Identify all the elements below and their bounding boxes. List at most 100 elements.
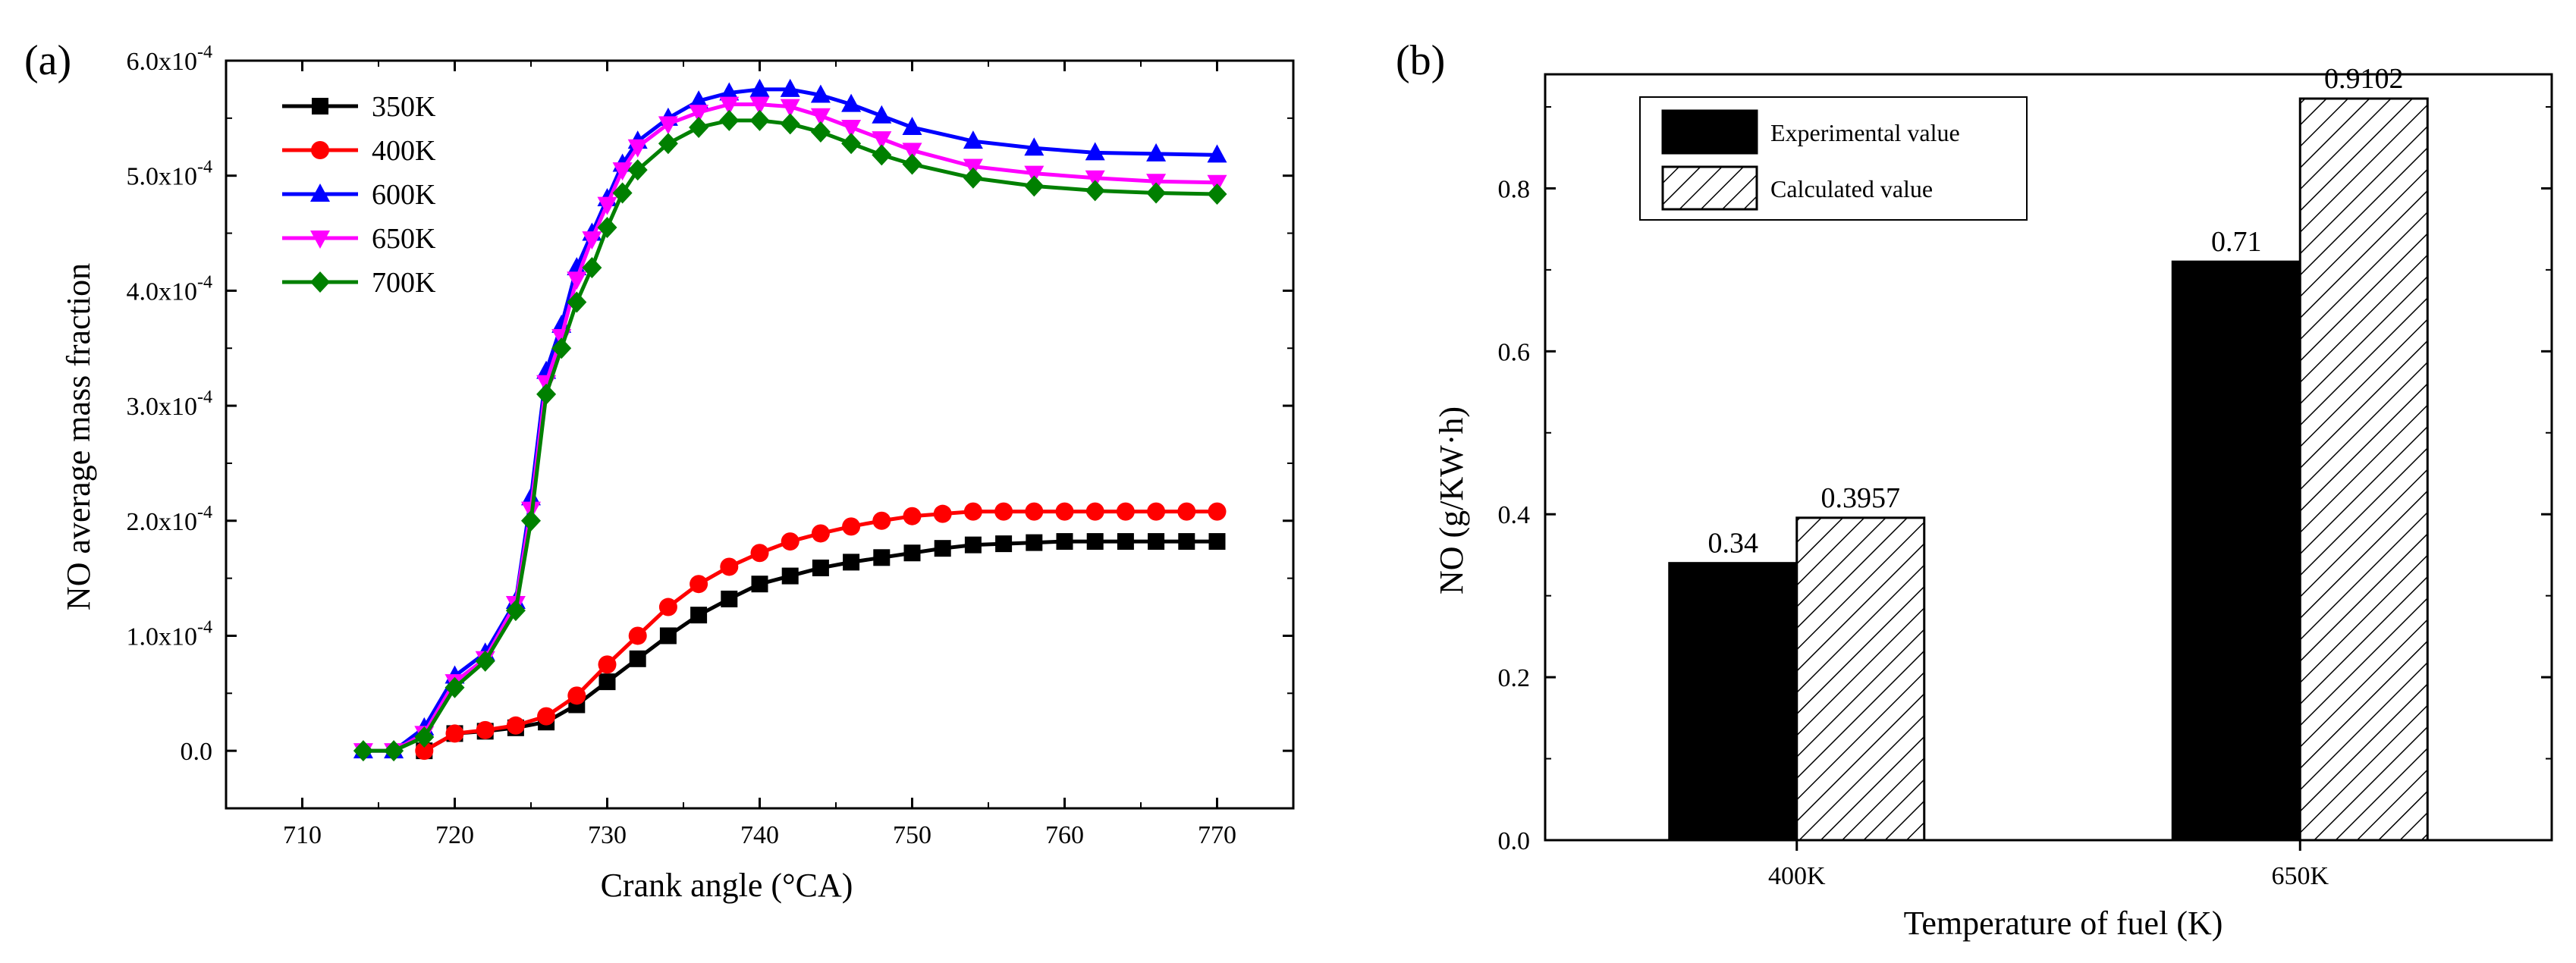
legend-item: Calculated value [1661,165,1933,211]
series-400K [415,502,1227,761]
data-point [1146,182,1167,204]
data-point [1147,502,1166,521]
data-point [1177,502,1196,521]
legend-label: Calculated value [1770,175,1933,202]
bars-group: 0.34 0.3957 0.71 0.9102 [1668,63,2429,842]
data-point [780,99,800,118]
data-point [505,600,526,622]
data-point [1117,533,1134,551]
data-point [903,544,921,562]
legend-label: Experimental value [1770,119,1960,146]
bar-value-label: 0.3957 [1821,482,1901,514]
data-point [1208,502,1227,521]
data-point [749,96,770,115]
bar [2298,97,2429,842]
data-point [841,119,862,138]
data-point [627,139,648,158]
bar [1668,562,1798,842]
y-tick-label: 4.0x10-4 [127,272,213,306]
data-point [414,726,435,748]
legend-swatch-marker [310,184,330,202]
data-point [872,144,892,166]
data-point [780,78,800,97]
data-point [810,121,831,143]
data-point [506,716,525,735]
bar-chart-panel: (b) 0.00.20.40.60.8 400K 650K 0.340.39570… [1396,37,2553,942]
x-tick-label: 760 [1045,821,1084,849]
y-tick-label: 1.0x10-4 [127,617,213,651]
data-point [719,109,740,131]
y-axis-ticks: 0.0 1.0x10-4 2.0x10-4 3.0x10-4 4.0x10-4 5.0x1… [127,42,1293,766]
data-point [1056,533,1073,551]
x-tick-label: 400K [1768,862,1826,890]
data-point [1178,533,1195,551]
plot-frame [1544,73,2553,842]
data-point [934,540,951,557]
data-point [842,517,861,536]
data-point [812,559,829,576]
bar [1795,516,1926,842]
data-point [1055,502,1074,521]
y-tick-label: 0.8 [1498,175,1531,203]
data-point [1085,180,1105,202]
y-axis-title: NO (g/KW·h) [1433,406,1470,594]
series-700K [353,109,1227,762]
data-point [353,740,373,762]
data-point [902,153,922,175]
legend-item: 400K [282,135,436,167]
data-point [781,567,799,585]
data-point [843,554,860,571]
data-point [720,557,739,576]
data-point [1116,502,1135,521]
data-point [598,673,616,691]
data-point [1024,175,1045,197]
y-tick-label: 5.0x10-4 [127,158,213,191]
data-point [963,502,982,521]
data-point [567,686,586,705]
panel-label-a: (a) [24,37,71,84]
data-point [781,532,800,551]
y-tick-label: 0.2 [1498,664,1531,692]
x-tick-label: 720 [435,821,474,849]
data-point [567,291,587,313]
y-tick-label: 0.4 [1498,501,1531,529]
legend-item: 650K [282,223,436,255]
data-point [612,162,633,181]
series-line [363,118,1217,753]
series-group [353,78,1227,762]
y-tick-label: 3.0x10-4 [127,387,213,421]
legend-label: 700K [372,267,436,299]
x-tick-label: 710 [283,821,322,849]
data-point [1148,533,1165,551]
legend-label: 600K [372,179,436,211]
data-point [551,337,572,359]
x-tick-label: 730 [588,821,627,849]
data-point [719,96,740,115]
data-point [536,383,557,405]
legend-item: Experimental value [1661,109,1960,155]
data-point [476,720,495,739]
data-point [1146,143,1167,162]
data-point [780,113,800,135]
x-axis-title: Crank angle (°CA) [601,867,853,904]
panel-label-b: (b) [1396,37,1445,84]
data-point [963,130,983,149]
data-point [658,598,677,616]
data-point [1026,534,1043,551]
data-point [751,576,768,593]
y-tick-label: 2.0x10-4 [127,503,213,536]
data-point [810,108,831,127]
data-point [964,536,982,554]
data-point [612,182,633,204]
data-point [689,90,709,109]
data-point [903,507,922,525]
legend-swatch-marker [310,271,330,293]
data-point [689,105,709,124]
legend-swatch-marker [311,141,329,159]
data-point [995,535,1013,553]
plot-frame [225,59,1295,810]
data-point [811,524,830,543]
y-tick-label: 0.0 [181,738,213,766]
data-point [537,707,556,726]
x-tick-label: 740 [740,821,779,849]
